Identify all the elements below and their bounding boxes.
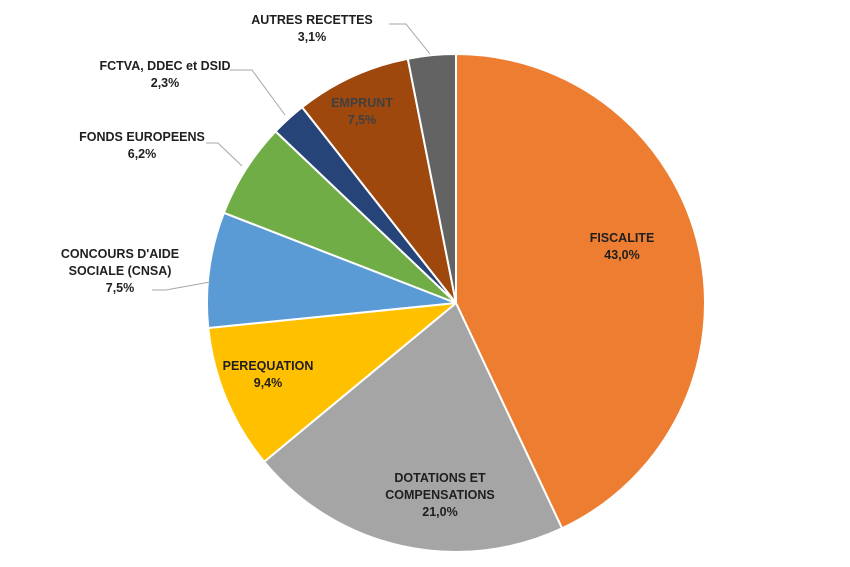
leader-line	[206, 142, 243, 167]
slice-percent: 43,0%	[604, 248, 639, 262]
slice-category: CONCOURS D'AIDE	[61, 247, 179, 261]
pie-slice-emprunt	[301, 57, 457, 304]
slice-category: EMPRUNT	[331, 96, 393, 110]
pie-slice-dotations-et-compensations	[263, 302, 564, 553]
slice-percent: 3,1%	[298, 30, 327, 44]
slice-label: AUTRES RECETTES 3,1%	[251, 13, 373, 44]
slice-label: DOTATIONS ET COMPENSATIONS 21,0%	[385, 471, 495, 519]
slice-label: PEREQUATION 9,4%	[223, 359, 314, 390]
slice-category: FCTVA, DDEC et DSID	[99, 59, 230, 73]
slice-category: COMPENSATIONS	[385, 488, 495, 502]
slice-label: FCTVA, DDEC et DSID 2,3%	[99, 59, 230, 90]
slice-percent: 6,2%	[128, 147, 157, 161]
slice-category: DOTATIONS ET	[394, 471, 486, 485]
slice-label: FISCALITE 43,0%	[590, 231, 655, 262]
slice-category: AUTRES RECETTES	[251, 13, 373, 27]
slice-percent: 9,4%	[254, 376, 283, 390]
slice-labels: FISCALITE 43,0% DOTATIONS ET COMPENSATIONS 2…	[61, 13, 654, 519]
pie-slice-concours-d-aide-sociale-cnsa	[206, 211, 457, 329]
slice-percent: 7,5%	[348, 113, 377, 127]
pie-slices	[206, 53, 706, 553]
pie-slice-perequation	[207, 302, 457, 463]
slice-category: FONDS EUROPEENS	[79, 130, 205, 144]
leader-lines	[152, 23, 431, 291]
slice-category: PEREQUATION	[223, 359, 314, 373]
leader-line	[230, 69, 286, 116]
slice-label: CONCOURS D'AIDE SOCIALE (CNSA) 7,5%	[61, 247, 179, 295]
slice-percent: 2,3%	[151, 76, 180, 90]
slice-percent: 21,0%	[422, 505, 457, 519]
pie-slice-autres-recettes	[406, 53, 457, 304]
slice-label: EMPRUNT 7,5%	[331, 96, 393, 127]
leader-line	[389, 23, 431, 55]
slice-percent: 7,5%	[106, 281, 135, 295]
leader-line	[152, 281, 211, 291]
slice-label: FONDS EUROPEENS 6,2%	[79, 130, 205, 161]
slice-category: SOCIALE (CNSA)	[69, 264, 172, 278]
pie-slice-fiscalite	[455, 53, 706, 530]
slice-category: FISCALITE	[590, 231, 655, 245]
